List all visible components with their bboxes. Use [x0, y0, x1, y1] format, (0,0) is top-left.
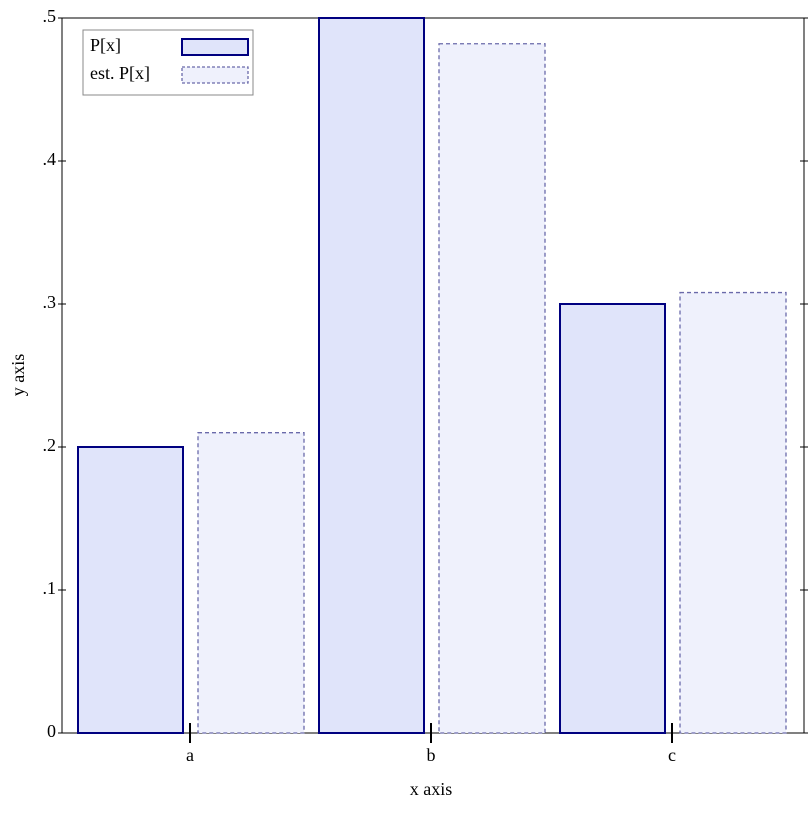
y-axis-label: y axis [8, 354, 28, 397]
y-tick-label: 0 [47, 721, 56, 741]
bar [77, 446, 184, 734]
legend-label: P[x] [90, 35, 121, 55]
y-tick-label: .2 [43, 435, 57, 455]
bar [559, 303, 666, 734]
y-tick-label: .5 [43, 6, 57, 26]
bar [438, 43, 546, 734]
bar [318, 17, 425, 734]
legend-swatch [181, 38, 249, 56]
y-tick-label: .4 [43, 149, 57, 169]
legend-swatch [181, 66, 249, 84]
x-axis-label: x axis [410, 779, 453, 799]
y-tick-label: .3 [43, 292, 57, 312]
x-tick-label: a [186, 745, 194, 765]
bar [197, 432, 305, 734]
x-tick-label: b [427, 745, 436, 765]
legend-label: est. P[x] [90, 63, 150, 83]
y-tick-label: .1 [43, 578, 57, 598]
bar [679, 291, 787, 734]
x-tick-label: c [668, 745, 676, 765]
plot-frame [61, 17, 805, 734]
